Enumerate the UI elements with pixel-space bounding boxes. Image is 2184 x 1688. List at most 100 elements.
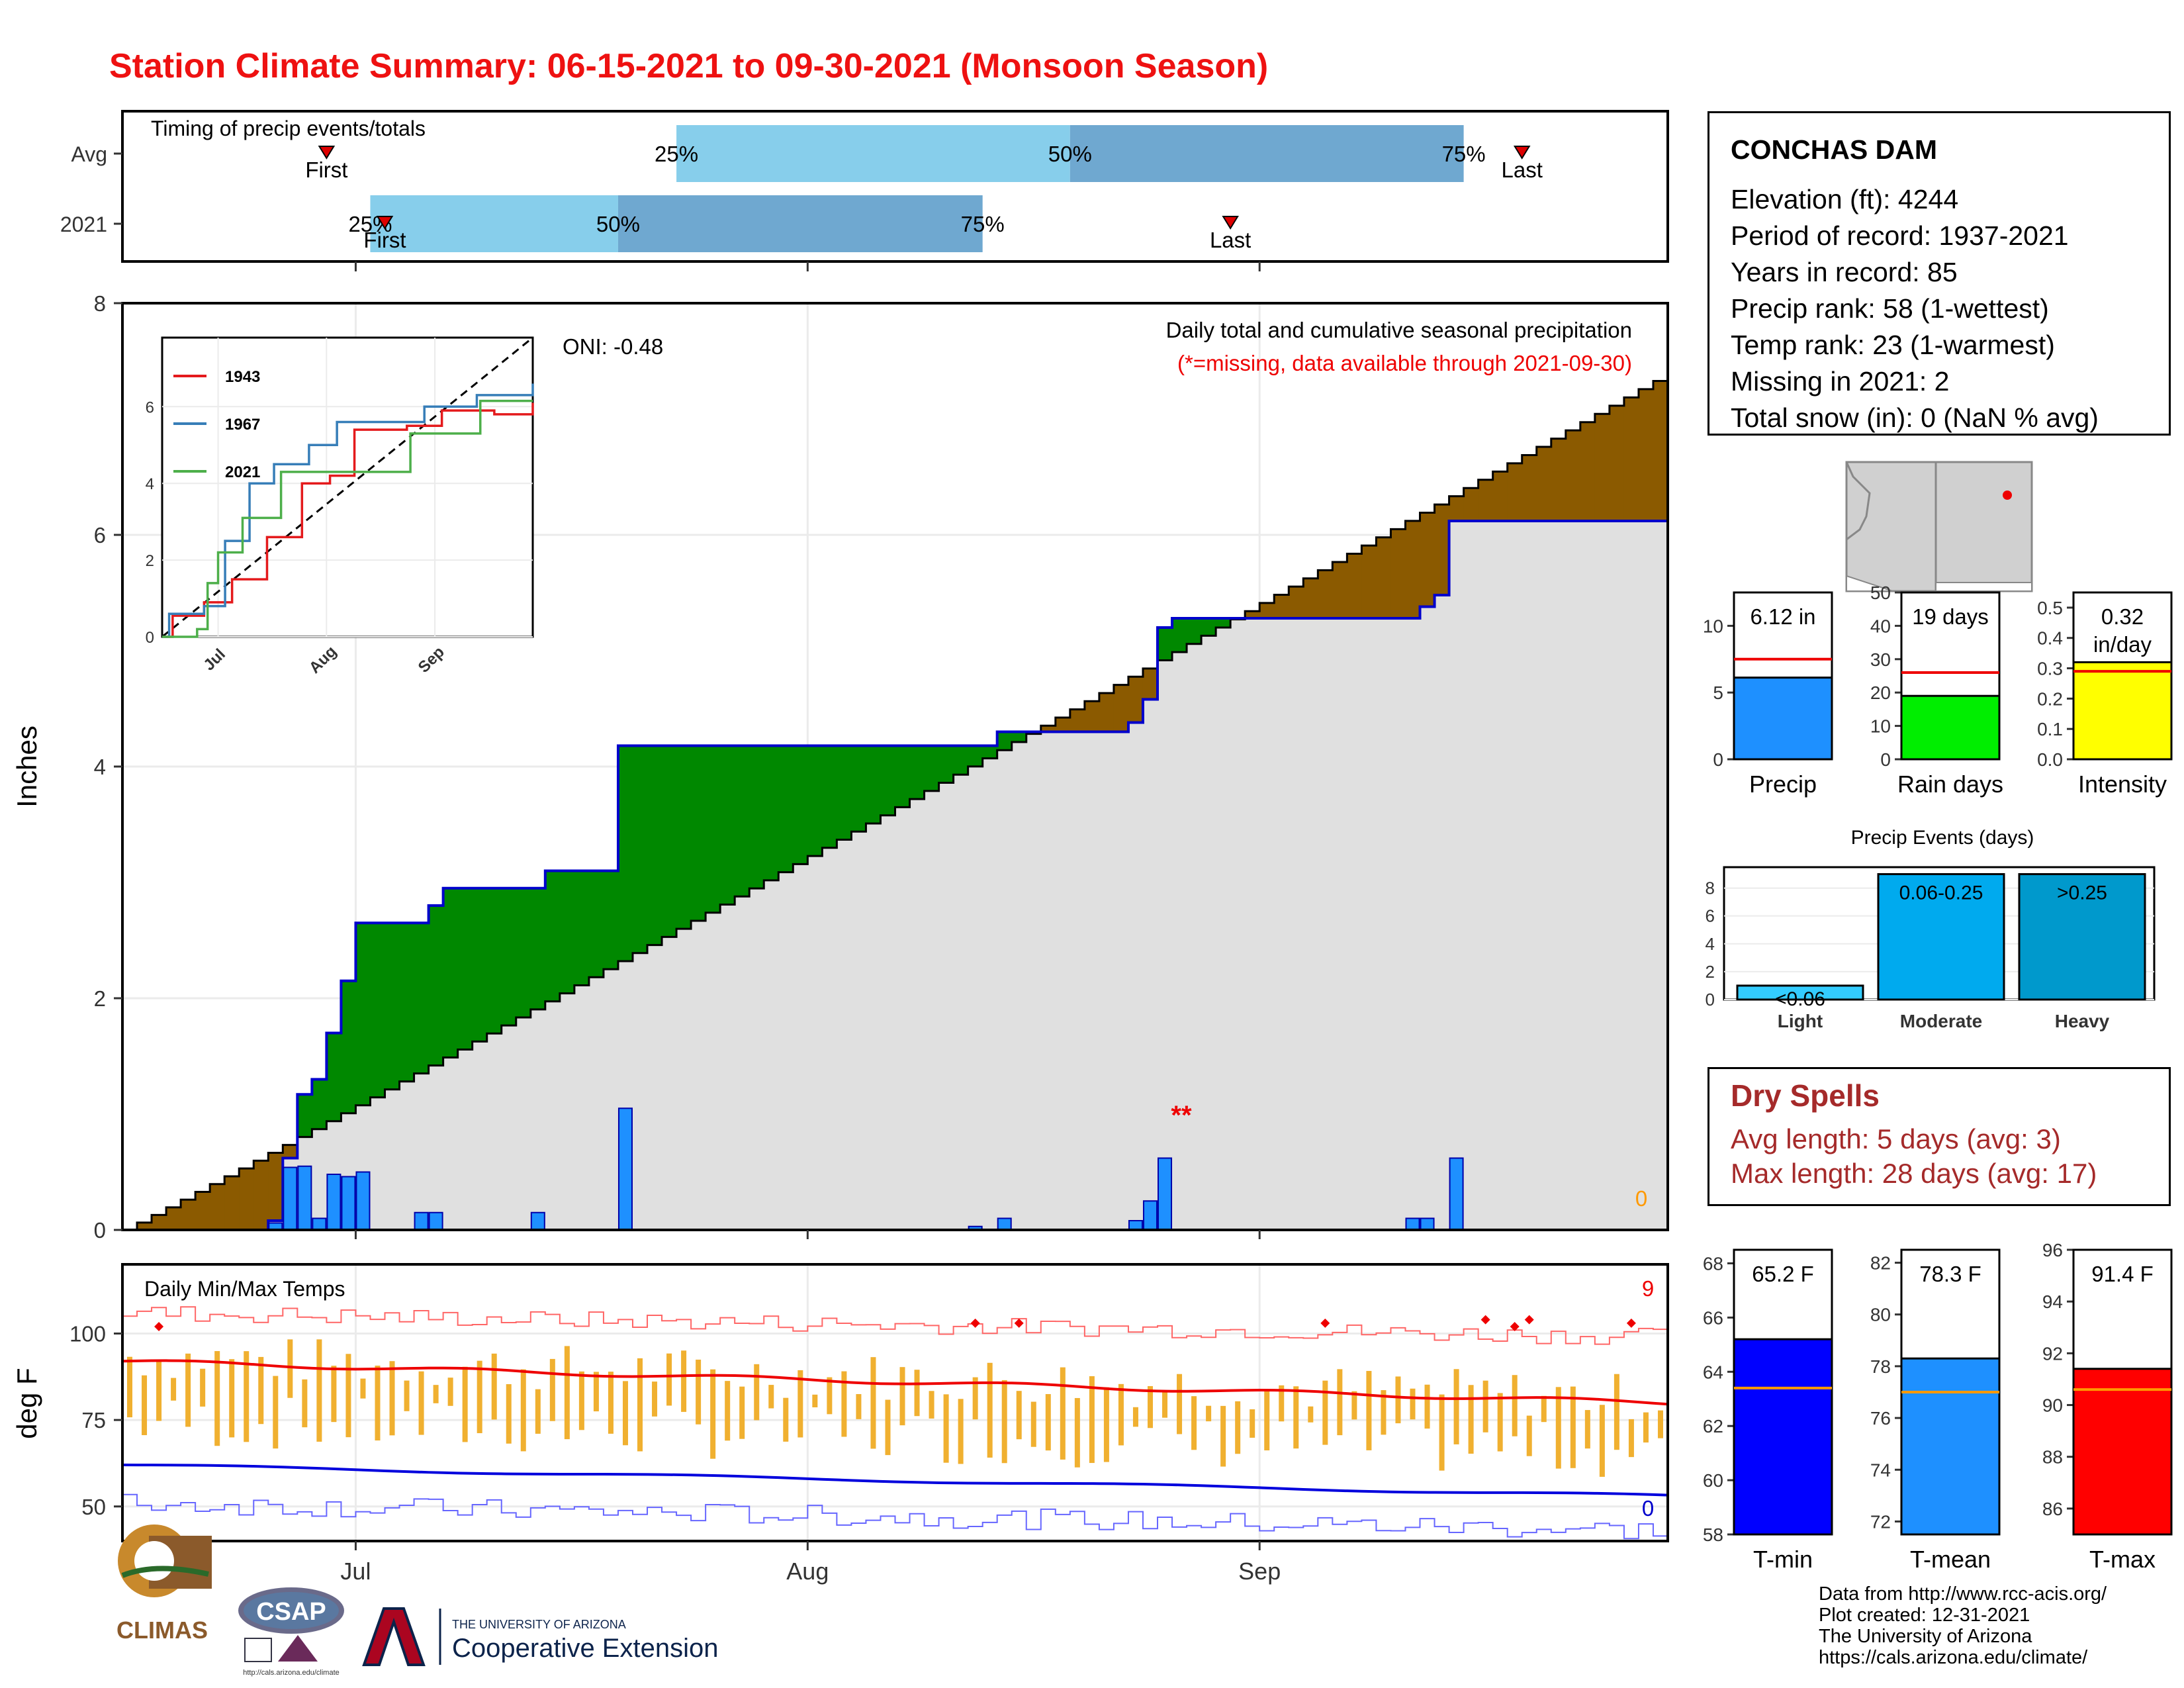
precip-surplus [866,745,881,823]
temp-daily-bar [1541,1395,1547,1423]
precip-events-bar [1877,873,2005,1001]
temp-daily-bar [622,1381,628,1446]
temp-daily-bar [1045,1393,1051,1451]
temp-daily-bar [1395,1376,1401,1424]
temp-daily-bar [1643,1412,1649,1443]
dry-spells-avg: Avg length: 5 days (avg: 3) [1731,1123,2061,1154]
precip-deficit [210,1184,225,1230]
temp-record-high-marker [970,1318,980,1328]
rain-days-value-label: 19 days [1912,604,1989,629]
temp-daily-bar [1599,1405,1605,1477]
temp-daily-bar [185,1353,191,1427]
temp-daily-bar [987,1362,993,1458]
temp-daily-bar [1250,1409,1255,1438]
temp-daily-bar [1118,1383,1124,1446]
climas-logo: CLIMAS [116,1524,212,1644]
climas-text: CLIMAS [116,1617,208,1644]
temp-daily-bar [200,1368,206,1407]
temp-ytick-label: 100 [69,1322,106,1346]
precip-surplus [370,923,386,1098]
precip-deficit [239,1168,254,1230]
station-info-line: Missing in 2021: 2 [1731,366,1950,397]
temp-daily-bar [1016,1391,1022,1440]
temp-daily-bar [1512,1375,1518,1436]
temp-daily-bar [520,1369,526,1452]
precip-surplus [982,745,998,759]
temp-daily-bar [943,1394,949,1463]
precip-surplus [720,745,735,905]
precip-events-bar-label: 0.06-0.25 [1899,882,1983,904]
temp-daily-bar [681,1350,687,1412]
precip-deficit [1478,479,1494,521]
intensity-ytick-label: 0.3 [2037,659,2063,679]
precip-events-category: Light [1778,1011,1823,1031]
precip-zero-note: 0 [1635,1186,1647,1211]
rain-days-ytick-label: 30 [1870,649,1891,670]
precip-events-ytick-label: 6 [1706,906,1715,926]
temp-record-high-marker [1320,1318,1330,1328]
temp-daily-bar [841,1371,847,1437]
inset-series-1967 [162,383,534,638]
precip-surplus [443,888,459,1058]
inset-legend-label: 2021 [225,463,260,481]
temp-daily-bar [549,1358,555,1421]
precip-deficit [152,1215,167,1230]
temp-daily-bar [1628,1419,1634,1458]
precip-ytick-label: 2 [94,986,106,1011]
tmean-ytick-label: 72 [1870,1511,1891,1532]
csap-text: CSAP [256,1598,326,1626]
precip-deficit [1142,668,1158,700]
tmin-ytick-label: 60 [1703,1470,1723,1491]
intensity-value-bar [2072,661,2173,761]
temp-daily-bar [1657,1410,1663,1438]
temp-daily-bar [477,1360,482,1434]
temp-daily-bar [433,1385,439,1403]
precip-surplus [414,923,430,1074]
credits: Data from http://www.rcc-acis.org/Plot c… [1819,1583,2107,1668]
intensity-ytick-label: 0.2 [2037,688,2063,709]
precip-deficit [1390,529,1406,618]
temp-daily-bar [783,1397,789,1442]
station-info-line: Precip rank: 58 (1-wettest) [1731,293,2049,324]
precip-deficit [1099,692,1115,732]
temp-daily-bar [447,1378,453,1406]
temp-daily-bar [1555,1387,1561,1469]
ua-cooperative-extension-logo: THE UNIVERSITY OF ARIZONA Cooperative Ex… [362,1607,718,1666]
precip-surplus [617,745,633,961]
precip-deficit [1332,561,1347,618]
credit-line: Data from http://www.rcc-acis.org/ [1819,1583,2107,1605]
precip-normal-area [122,373,1668,1230]
precip-deficit [1113,684,1129,732]
oni-label: ONI: -0.48 [563,334,663,359]
intensity-value-unit: in/day [2093,632,2152,657]
temp-avg-min-line [122,1464,1668,1497]
dry-spells-box: Dry Spells Avg length: 5 days (avg: 3) M… [1707,1067,2171,1206]
temp-daily-bar [856,1393,862,1419]
temp-xtick-label: Jul [340,1558,371,1585]
credit-line: Plot created: 12-31-2021 [1819,1605,2030,1626]
temp-daily-bar [404,1380,410,1411]
tmean-value-bar [1900,1357,2001,1536]
precip-deficit [1274,594,1289,618]
station-info-line: Temp rank: 23 (1-warmest) [1731,330,2055,360]
intensity-value-label: 0.32 [2101,604,2144,629]
temp-daily-bar [244,1351,250,1442]
precip-surplus [953,745,969,775]
precip-deficit [1347,553,1362,618]
precip-deficit [1623,397,1639,521]
precip-total-value-label: 6.12 in [1750,604,1815,629]
precip-deficit [137,1222,152,1230]
temp-daily-bar [1060,1367,1066,1460]
rain-days-ytick-label: 40 [1870,616,1891,636]
precip-surplus [457,888,473,1050]
precip-deficit [1507,463,1523,521]
temp-daily-bar [1468,1385,1474,1454]
temp-daily-bar [1381,1390,1387,1435]
precip-surplus [603,870,619,970]
record-low-count: 0 [1642,1496,1654,1521]
temp-daily-bar [127,1356,133,1418]
precip-events-category: Moderate [1900,1011,1982,1031]
temp-daily-bar [1162,1391,1168,1418]
temp-daily-bar [696,1359,702,1425]
